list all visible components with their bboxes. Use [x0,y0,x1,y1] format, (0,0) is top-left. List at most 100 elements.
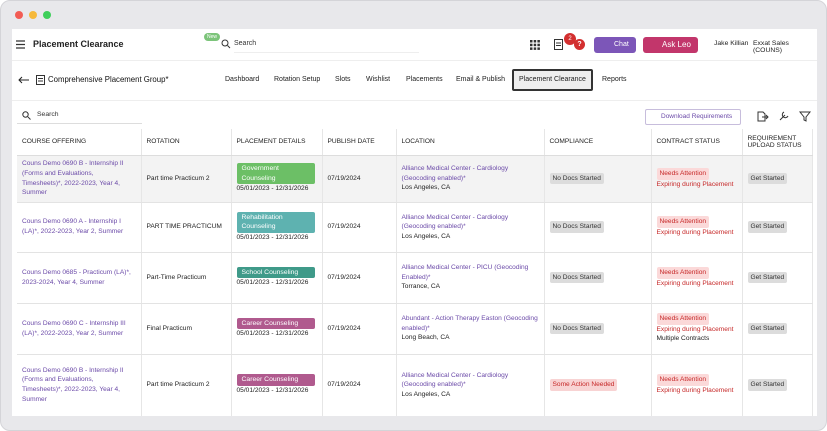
publish-date: 07/19/2024 [322,252,397,304]
location-name: Alliance Medical Center - Cardiology (Ge… [401,213,509,231]
compliance: No Docs Started [544,252,652,304]
location: Alliance Medical Center - Cardiology (Ge… [396,202,545,253]
column-header: PUBLISH DATE [322,129,397,156]
maximize-dot[interactable] [43,11,51,19]
placement-details: Career Counseling 05/01/2023 - 12/31/2026 [231,303,323,355]
contract-status: Needs Attention Expiring during Placement [651,155,743,203]
table-row[interactable]: Couns Demo 0690 C - Internship III (LA)*… [17,303,813,355]
minimize-dot[interactable] [29,11,37,19]
tab[interactable]: Slots [335,76,351,83]
location-city: Los Angeles, CA [401,232,451,240]
contract-item: Expiring during Placement [656,229,734,236]
placement-details: Career Counseling 05/01/2023 - 12/31/2026 [231,354,323,416]
column-header: CONTRACT STATUS [651,129,743,156]
search-icon [22,111,31,120]
contract-item: Expiring during Placement [656,387,734,394]
table-row[interactable]: Couns Demo 0685 - Practicum (LA)*, 2023-… [17,252,813,304]
back-arrow[interactable] [18,76,30,84]
location-name: Abundant - Action Therapy Easton (Geocod… [401,315,538,332]
get-started[interactable]: Get Started [747,379,788,391]
course-offering: Couns Demo 0690 C - Internship III (LA)*… [17,303,142,355]
search-icon [221,39,231,49]
search-placeholder: Search [37,111,59,118]
location: Alliance Medical Center - Cardiology (Ge… [396,354,545,416]
sub-header: Comprehensive Placement Group* Dashboard… [12,61,817,101]
rotation: Final Practicum [141,303,232,355]
upload-status: Get Started [742,354,813,416]
ask-leo-button[interactable]: Ask Leo [643,37,698,53]
table-row[interactable]: Couns Demo 0690 B - Internship II (Forms… [17,155,813,203]
upload-status: Get Started [742,155,813,203]
contract-item: Expiring during Placement [656,325,734,333]
location: Abundant - Action Therapy Easton (Geocod… [396,303,545,355]
notification-count: 2 [564,33,576,45]
contract-item: Needs Attention [656,216,710,228]
contract-line: Multiple Contracts [657,334,737,344]
tab[interactable]: Placements [406,76,443,83]
table-body: Couns Demo 0690 B - Internship II (Forms… [17,155,813,416]
column-header: REQUIREMENT UPLOAD STATUS [742,129,813,156]
close-dot[interactable] [15,11,23,19]
date-range: 05/01/2023 - 12/31/2026 [236,185,309,193]
toolbar-icons[interactable] [757,111,813,122]
global-search[interactable]: Search [234,35,419,53]
contract-line: Needs Attention [656,266,737,279]
help-icon[interactable]: ? [574,39,585,50]
contract-line: Needs Attention [656,374,737,386]
contract-item: Needs Attention [656,266,710,279]
contract-status: Needs Attention Expiring during Placement… [651,303,743,355]
get-started[interactable]: Get Started [747,322,788,335]
header-row: COURSE OFFERING ROTATION PLACEMENT DETAILS… [17,129,813,156]
course-offering: Couns Demo 0690 B - Internship II (Forms… [17,354,142,416]
rotation: Part-Time Practicum [141,252,232,304]
tasks-icon[interactable] [554,39,564,50]
tab[interactable]: Wishlist [366,76,391,83]
tab[interactable]: Rotation Setup [274,76,321,83]
compliance-status: Some Action Needed [549,379,618,391]
compliance-status: No Docs Started [549,221,604,233]
location-name: Alliance Medical Center - Cardiology (Ge… [401,371,509,389]
contract-line: Needs Attention [656,313,737,325]
location-name: Alliance Medical Center - PICU (Geocodin… [401,264,529,281]
app: Placement Clearance New Search 2 ? Chat … [12,29,817,416]
contract-status: Needs Attention Expiring during Placement [651,202,743,253]
upload-status: Get Started [742,303,813,355]
contract-line: Expiring during Placement [657,325,737,335]
table-row[interactable]: Couns Demo 0690 A - Internship I (LA)*, … [17,202,813,253]
get-started[interactable]: Get Started [747,172,788,185]
compliance: Some Action Needed [544,354,652,416]
contract-line: Expiring during Placement [657,386,737,396]
tab[interactable]: Placement Clearance [512,69,593,91]
detail-tag: Career Counseling [236,374,315,386]
group-icon [36,75,45,85]
table-row[interactable]: Couns Demo 0690 B - Internship II (Forms… [17,354,813,416]
column-header: ROTATION [141,129,232,156]
compliance: No Docs Started [544,202,652,253]
menu-icon[interactable] [16,40,26,49]
chat-button[interactable]: Chat [594,37,636,53]
tab[interactable]: Email & Publish [456,76,506,83]
table-search[interactable]: Search [17,106,142,124]
apps-icon[interactable] [530,40,540,50]
get-started[interactable]: Get Started [747,271,788,284]
location-city: Los Angeles, CA [401,390,451,398]
column-header: COURSE OFFERING [17,129,142,156]
location-city: Los Angeles, CA [401,184,451,192]
course-offering: Couns Demo 0685 - Practicum (LA)*, 2023-… [17,252,142,304]
contract-item: Expiring during Placement [656,279,734,287]
tab[interactable]: Dashboard [225,76,260,83]
detail-tag: School Counseling [236,266,315,279]
date-range: 05/01/2023 - 12/31/2026 [236,330,309,338]
tab[interactable]: Reports [602,76,627,83]
course-offering: Couns Demo 0690 A - Internship I (LA)*, … [17,202,142,253]
contract-item: Expiring during Placement [656,180,734,188]
date-range: 05/01/2023 - 12/31/2026 [236,279,309,287]
publish-date: 07/19/2024 [322,354,397,416]
contract-item: Needs Attention [656,374,710,386]
course-offering: Couns Demo 0690 B - Internship II (Forms… [17,155,142,203]
compliance-status: No Docs Started [549,322,604,335]
contract-line: Expiring during Placement [657,180,737,190]
download-button[interactable]: Download Requirements [645,109,741,125]
get-started[interactable]: Get Started [747,221,788,233]
